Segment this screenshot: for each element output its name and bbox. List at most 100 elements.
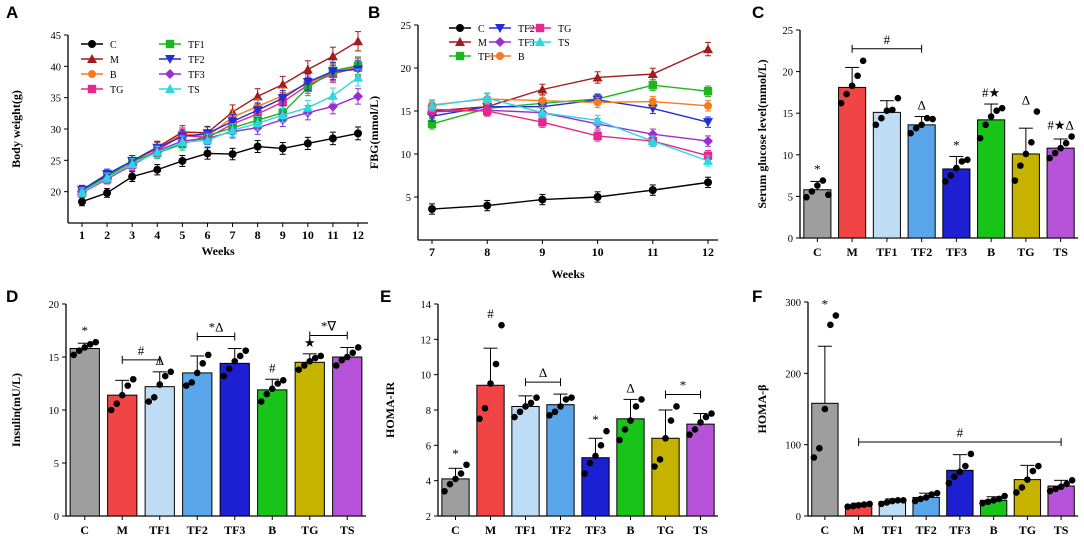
panel-b-xtick-label: 8 bbox=[484, 245, 490, 259]
panel-b-point-tf3 bbox=[703, 136, 713, 147]
panel-e-significance-mark: * bbox=[680, 377, 687, 392]
panel-f-dot-c bbox=[810, 454, 818, 461]
panel-c-dot-ts bbox=[1068, 133, 1075, 140]
panel-f-dot-tf1 bbox=[894, 497, 902, 504]
panel-b-legend-label-tf2: TF2 bbox=[518, 24, 535, 35]
panel-c-xtick-label: TF2 bbox=[911, 245, 932, 259]
panel-c-ytick-label: 0 bbox=[788, 234, 793, 245]
panel-b-point-tf1 bbox=[648, 81, 657, 90]
panel-e-dot-b bbox=[616, 436, 623, 444]
panel-a-series-line-ts bbox=[81, 77, 359, 193]
panel-e-ytick-label: 6 bbox=[426, 441, 431, 452]
panel-b-point-ts bbox=[427, 100, 437, 110]
panel-a-point-tf2 bbox=[252, 106, 263, 116]
panel-d-dot-c bbox=[92, 338, 100, 346]
panel-e-xtick-label: TF2 bbox=[550, 523, 571, 537]
panel-b-ytick-label: 5 bbox=[406, 193, 411, 204]
panel-e-dot-tf2 bbox=[562, 396, 570, 403]
panel-d-xtick-label: TF1 bbox=[149, 523, 170, 537]
panel-b-legend-marker-c bbox=[456, 24, 464, 32]
panel-c-significance-mark: #★Δ bbox=[1047, 117, 1074, 132]
panel-d-dot-b bbox=[274, 380, 282, 387]
panel-c-dot-ts bbox=[1046, 154, 1053, 162]
panel-f-homa-beta-chart: F 0 100 200 300 HOMA-β C M TF1 TF2 TF3 B TG TS * # bbox=[752, 287, 1078, 537]
panel-f-dot-tf3 bbox=[967, 450, 975, 458]
panel-a-point-ts bbox=[102, 172, 113, 182]
panel-d-significance-mark: Δ bbox=[156, 353, 164, 368]
panel-b-point-tg bbox=[483, 106, 492, 116]
panel-f-dot-tg bbox=[1029, 467, 1037, 475]
panel-c-dot-ts bbox=[1051, 149, 1059, 157]
panel-f-dot-b bbox=[995, 495, 1003, 503]
panel-a-legend-marker-b bbox=[88, 70, 96, 78]
panel-e-bar-tf3 bbox=[581, 457, 610, 517]
panel-b-legend-marker-m bbox=[455, 37, 465, 46]
panel-a-point-m bbox=[252, 91, 263, 101]
panel-d-bar-tf2 bbox=[182, 372, 213, 517]
panel-a-point-c bbox=[178, 156, 187, 165]
panel-c-dot-tf2 bbox=[923, 114, 931, 122]
panel-c-dot-m bbox=[837, 99, 845, 107]
panel-b-xtick-label: 7 bbox=[429, 245, 435, 259]
panel-e-dot-tf1 bbox=[516, 408, 524, 416]
panel-e-dot-ts bbox=[708, 410, 715, 417]
panel-a-xtick-label: 7 bbox=[230, 228, 236, 242]
panel-d-bar-c bbox=[69, 348, 100, 517]
panel-d-dot-ts bbox=[349, 349, 357, 357]
panel-e-dot-tf3 bbox=[586, 459, 594, 467]
panel-c-dot-c bbox=[825, 191, 832, 199]
panel-f-y-axis-title: HOMA-β bbox=[755, 385, 769, 434]
panel-e-ytick-label: 8 bbox=[426, 406, 431, 417]
panel-e-dot-m bbox=[498, 321, 505, 329]
panel-c-dot-m bbox=[859, 57, 867, 65]
panel-d-dot-tf3 bbox=[231, 357, 239, 365]
panel-a-point-ts bbox=[252, 118, 263, 128]
panel-d-dot-tf1 bbox=[145, 398, 153, 405]
panel-a-xtick-label: 2 bbox=[104, 228, 110, 242]
panel-b-point-b bbox=[704, 101, 712, 110]
panel-d-dot-b bbox=[279, 377, 287, 384]
panel-a-point-ts bbox=[327, 90, 338, 100]
panel-d-dot-tg bbox=[311, 354, 319, 362]
panel-c-dot-b bbox=[987, 113, 995, 120]
panel-e-ytick-label: 14 bbox=[421, 300, 432, 311]
panel-f-dot-tf1 bbox=[900, 497, 907, 504]
panel-b-series-line-tf3 bbox=[431, 109, 709, 142]
panel-e-dot-ts bbox=[686, 431, 693, 439]
panel-a-ytick-label: 20 bbox=[51, 188, 62, 199]
panel-f-dot-c bbox=[821, 405, 829, 413]
panel-f-dot-c bbox=[832, 312, 840, 319]
panel-f-dot-tg bbox=[1024, 476, 1031, 483]
panel-c-dot-tg bbox=[1017, 162, 1024, 169]
panel-f-dot-tf1 bbox=[883, 499, 891, 506]
panel-b-legend-label-tf1: TF1 bbox=[478, 52, 495, 63]
panel-b-legend-label-b: B bbox=[518, 52, 525, 63]
panel-b-point-tf2 bbox=[703, 118, 713, 128]
panel-c-dot-tf3 bbox=[953, 164, 960, 172]
panel-f-ytick-label: 100 bbox=[785, 441, 801, 452]
panel-d-dot-c bbox=[81, 344, 89, 351]
panel-e-dot-m bbox=[487, 380, 494, 387]
panel-d-xtick-label: TF3 bbox=[224, 523, 245, 537]
panel-b-point-b bbox=[593, 98, 602, 107]
panel-f-dot-ts bbox=[1057, 483, 1065, 491]
panel-e-dot-c bbox=[446, 480, 454, 488]
panel-e-xtick-label: TG bbox=[657, 523, 674, 537]
panel-f-dot-tf2 bbox=[933, 489, 941, 497]
panel-d-dot-tf2 bbox=[204, 351, 212, 359]
panel-f-dot-tg bbox=[1018, 484, 1026, 491]
panel-b-point-m bbox=[537, 84, 548, 94]
panel-b-xtick-label: 12 bbox=[702, 245, 714, 259]
panel-c-dot-tf3 bbox=[958, 158, 966, 165]
panel-e-dot-c bbox=[463, 461, 470, 469]
panel-e-bar-c bbox=[441, 478, 470, 517]
panel-b-point-c bbox=[593, 193, 602, 201]
panel-e-dot-tg bbox=[651, 463, 658, 470]
panel-a-xtick-label: 5 bbox=[179, 228, 185, 242]
panel-e-dot-tf1 bbox=[533, 394, 540, 401]
panel-f-dot-m bbox=[849, 502, 857, 510]
panel-a-point-c bbox=[328, 134, 337, 143]
panel-f-dot-m bbox=[866, 500, 873, 508]
panel-c-dot-c bbox=[814, 182, 821, 189]
